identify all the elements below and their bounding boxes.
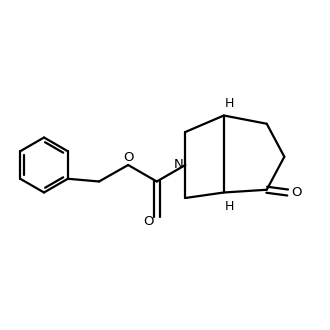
Text: H: H (225, 97, 234, 110)
Text: H: H (225, 200, 234, 213)
Text: O: O (123, 151, 133, 164)
Text: N: N (173, 158, 183, 172)
Text: O: O (292, 186, 302, 199)
Text: O: O (143, 215, 154, 228)
